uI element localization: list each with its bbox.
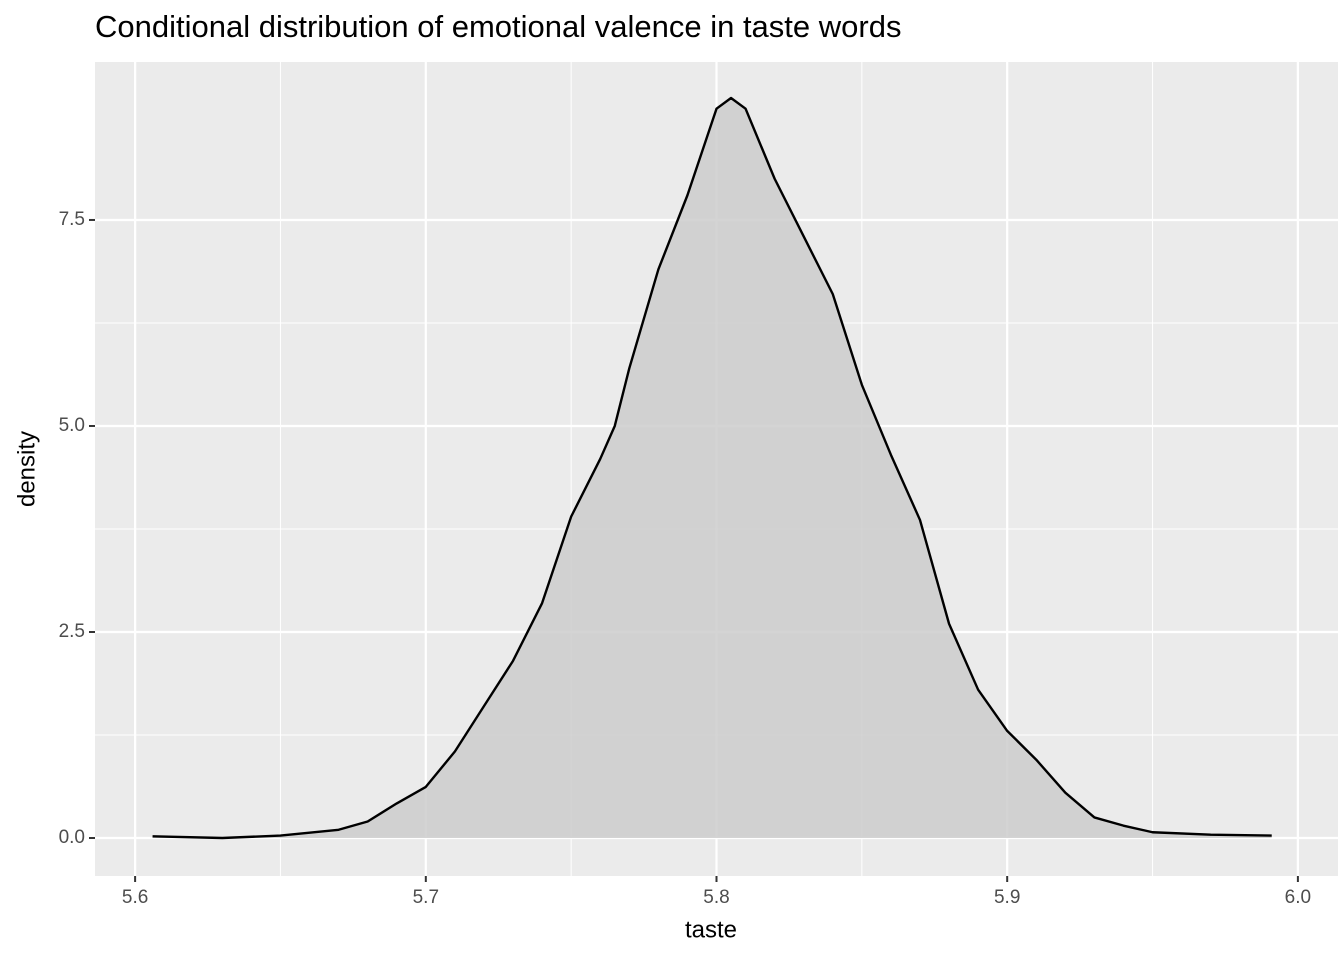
y-tick-label: 2.5 — [59, 621, 85, 642]
x-tick-label: 5.6 — [122, 887, 148, 908]
density-line — [152, 96, 1272, 840]
x-tick-label: 5.8 — [703, 887, 729, 908]
chart-title: Conditional distribution of emotional va… — [95, 9, 901, 44]
y-tick-label: 5.0 — [59, 415, 85, 436]
x-tick-label: 5.7 — [413, 887, 439, 908]
y-tick-label: 0.0 — [59, 827, 85, 848]
density-area — [152, 98, 1272, 839]
y-axis-label: density — [13, 431, 40, 507]
x-tick-label: 6.0 — [1285, 887, 1311, 908]
x-axis-label: taste — [685, 916, 737, 943]
x-tick-label: 5.9 — [994, 887, 1020, 908]
y-tick-label: 7.5 — [59, 209, 85, 230]
